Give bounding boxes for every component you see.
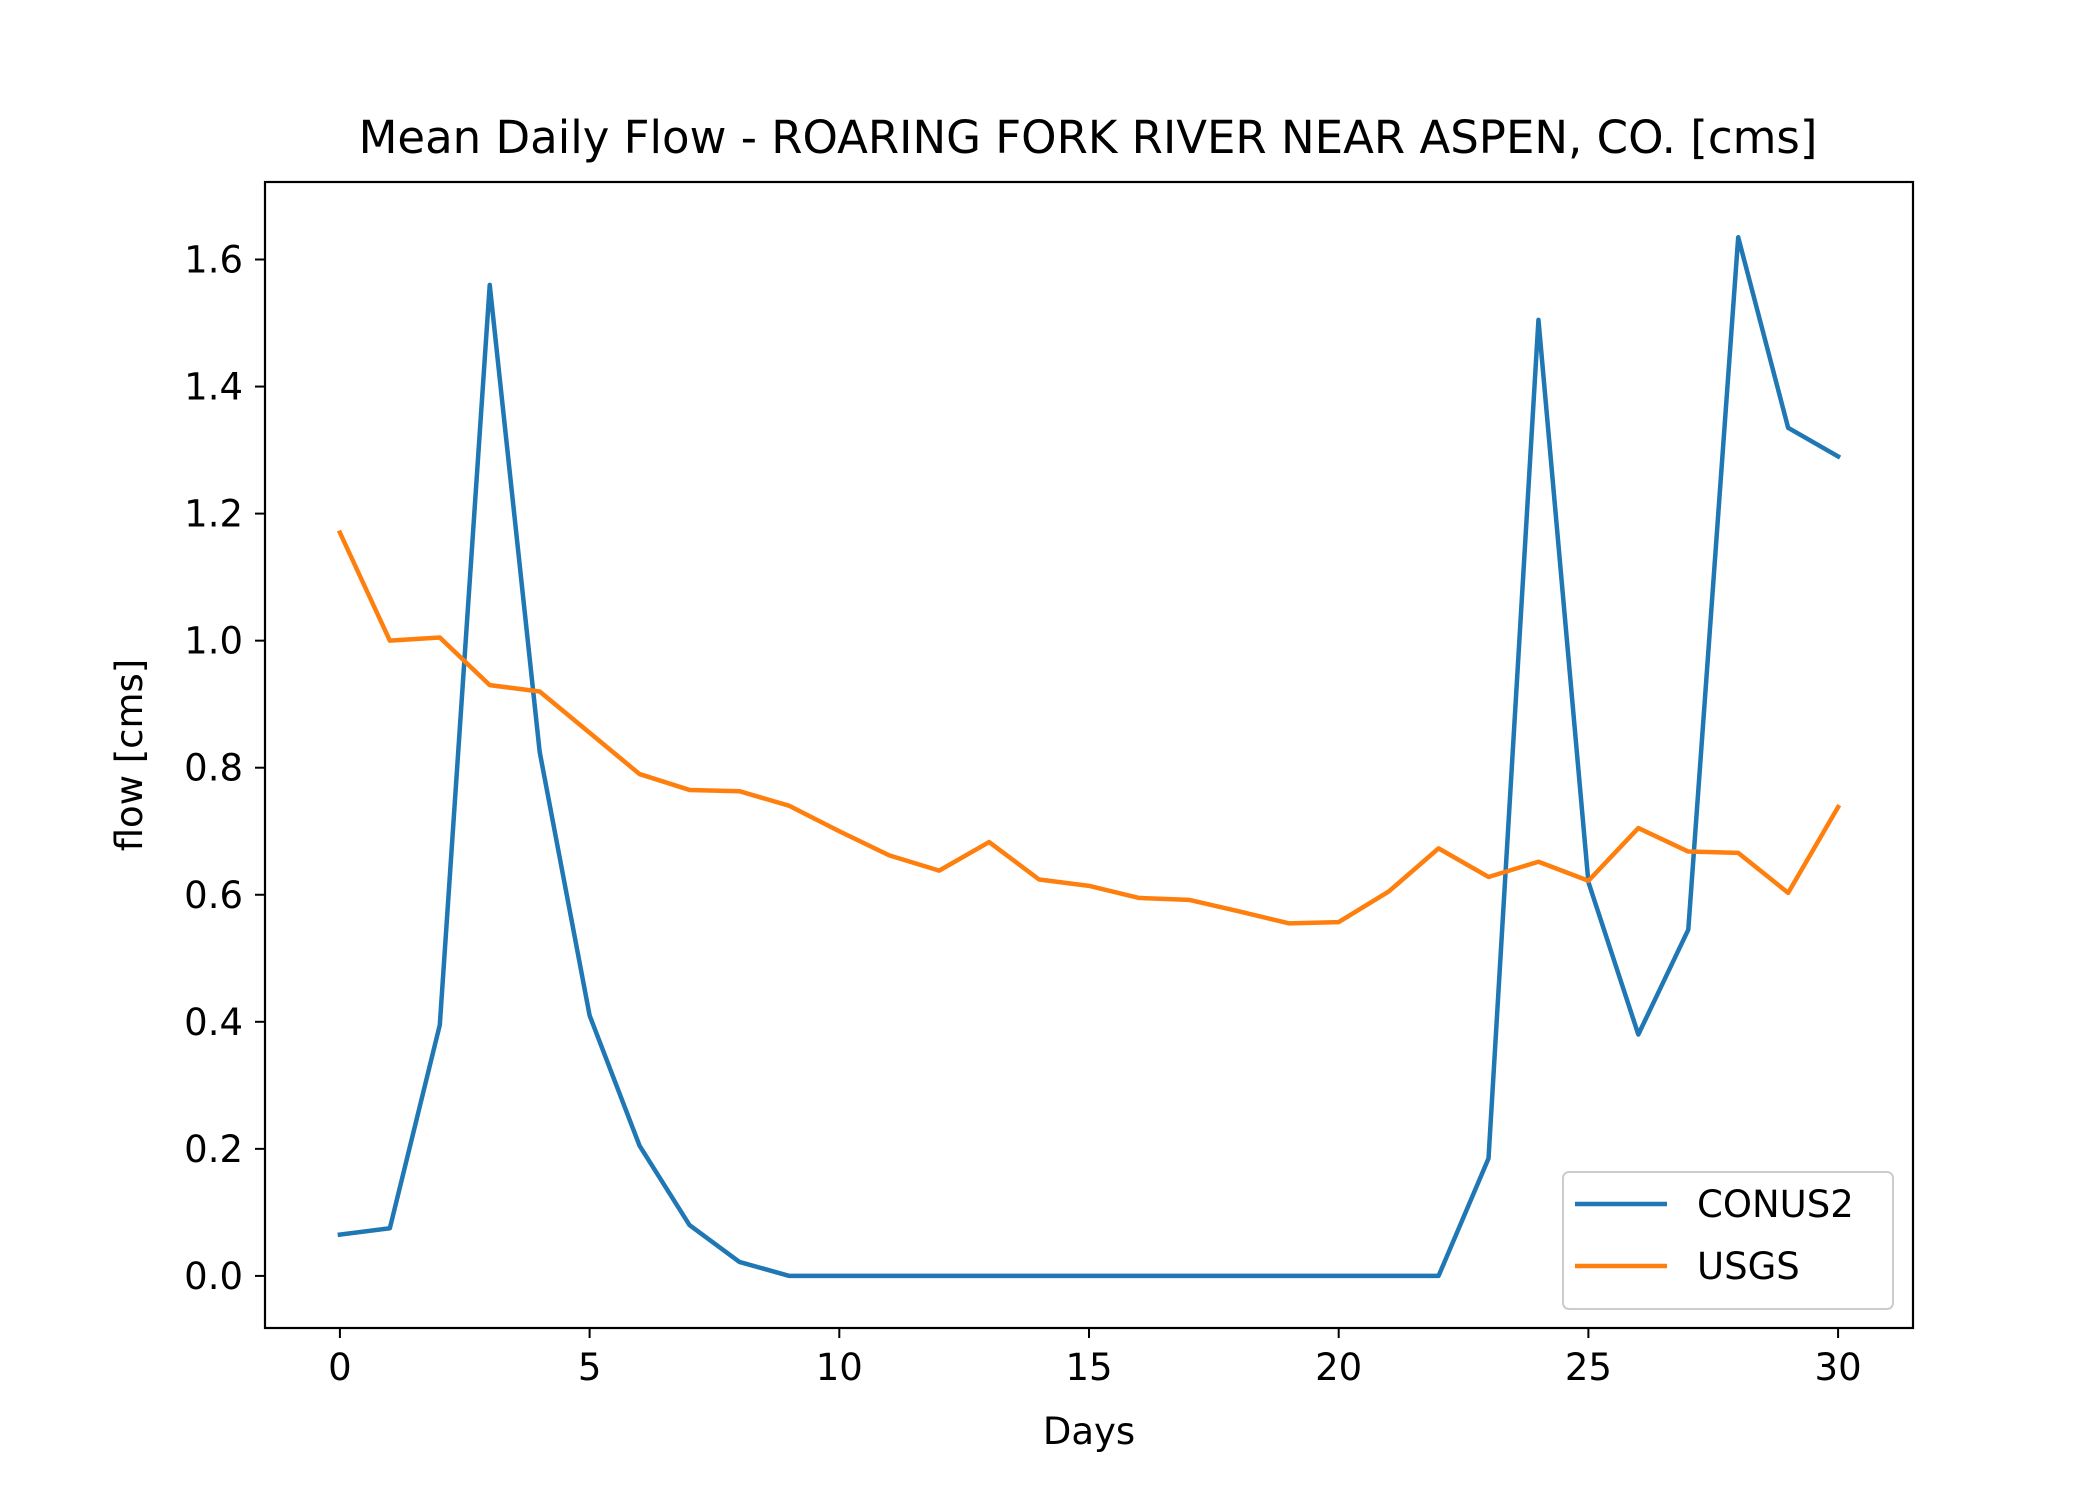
x-tick-label: 10 (816, 1346, 863, 1389)
x-tick-label: 0 (328, 1346, 352, 1389)
legend-label-conus2: CONUS2 (1697, 1183, 1854, 1226)
y-tick-label: 0.0 (184, 1255, 243, 1298)
y-tick-label: 0.2 (184, 1128, 243, 1171)
x-axis-label: Days (1043, 1410, 1135, 1453)
y-tick-label: 0.6 (184, 874, 243, 917)
y-axis: 0.0 0.2 0.4 0.6 0.8 1.0 1.2 1.4 1.6 (184, 239, 265, 1298)
x-tick-label: 15 (1065, 1346, 1112, 1389)
legend: CONUS2 USGS (1562, 1171, 1894, 1310)
chart-title: Mean Daily Flow - ROARING FORK RIVER NEA… (359, 111, 1818, 164)
y-tick-label: 1.2 (184, 493, 243, 536)
x-axis: 0 5 10 15 20 25 30 (328, 1328, 1862, 1389)
y-tick-label: 0.8 (184, 747, 243, 790)
y-tick-label: 1.6 (184, 239, 243, 282)
series-line-usgs (336, 529, 1842, 926)
x-tick-label: 25 (1565, 1346, 1612, 1389)
y-tick-label: 1.0 (184, 620, 243, 663)
x-tick-label: 5 (578, 1346, 602, 1389)
y-tick-label: 0.4 (184, 1001, 243, 1044)
legend-label-usgs: USGS (1697, 1245, 1800, 1288)
x-tick-label: 20 (1315, 1346, 1362, 1389)
y-tick-label: 1.4 (184, 366, 243, 409)
series-layer (336, 235, 1842, 1279)
x-tick-label: 30 (1815, 1346, 1862, 1389)
y-axis-label: flow [cms] (108, 659, 151, 852)
